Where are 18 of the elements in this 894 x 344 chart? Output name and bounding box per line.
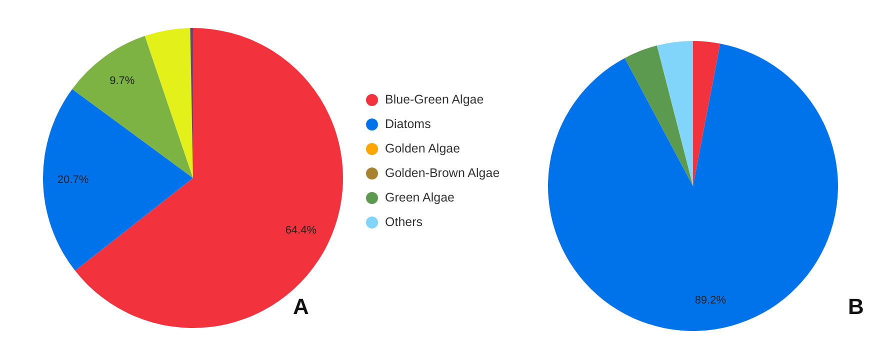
pie-slice (548, 44, 838, 331)
pie-slice (693, 41, 720, 186)
pie-slice (144, 28, 193, 178)
legend-label: Others (385, 214, 423, 229)
pie-slice (656, 41, 693, 186)
pie-slice (624, 46, 693, 186)
legend-label: Blue-Green Algae (385, 92, 484, 106)
legend-label: Green Algae (385, 190, 455, 204)
data-label: 9.7% (110, 75, 135, 88)
legend-label: Golden-Brown Algae (385, 166, 500, 180)
pie-slice (43, 89, 193, 271)
data-label: 64.4% (285, 224, 317, 236)
data-label: 20.7% (57, 174, 89, 186)
text: B (848, 294, 864, 319)
text: A (293, 294, 310, 319)
data-label: 89.2% (694, 294, 726, 307)
legend-label: Diatoms (385, 116, 431, 131)
legend-label: Golden Algae (385, 141, 460, 156)
